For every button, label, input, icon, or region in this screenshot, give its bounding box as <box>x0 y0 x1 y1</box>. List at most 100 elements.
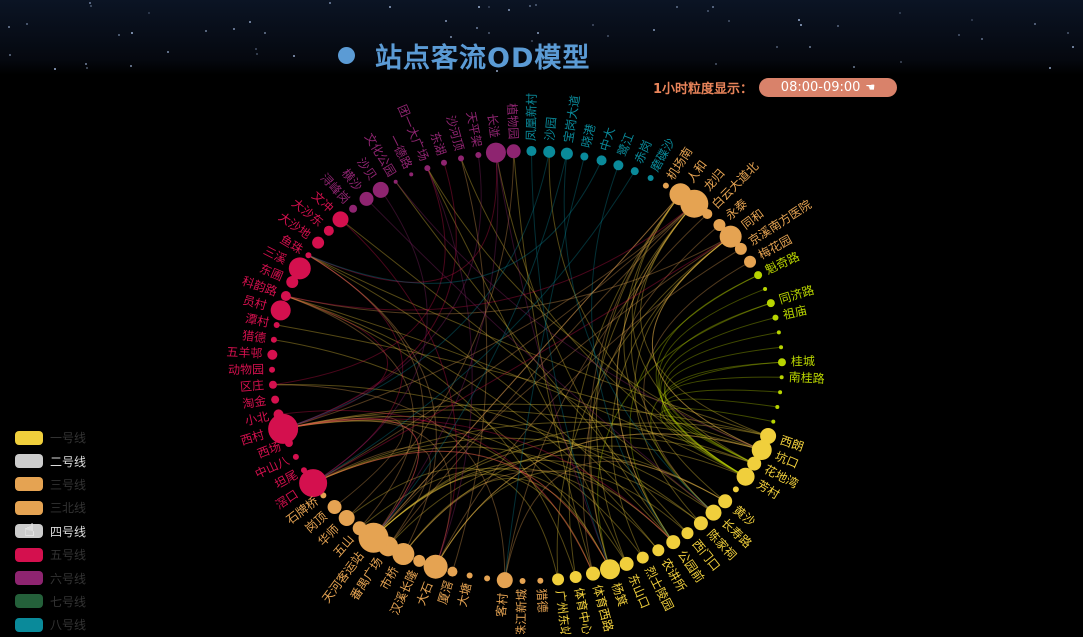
station-node[interactable] <box>580 152 589 161</box>
station-node[interactable] <box>777 358 786 367</box>
station-node[interactable] <box>268 380 277 389</box>
legend-item[interactable]: 四号线 <box>15 520 86 543</box>
station-node[interactable] <box>327 500 342 515</box>
station-node[interactable] <box>496 572 513 589</box>
station-node[interactable] <box>779 345 784 350</box>
station-node[interactable] <box>338 510 355 527</box>
station-node[interactable] <box>526 146 537 157</box>
legend-item[interactable]: 五号线 <box>15 543 86 566</box>
station-node[interactable] <box>744 255 757 268</box>
od-link <box>312 437 726 502</box>
station-node[interactable] <box>312 236 325 249</box>
station-node[interactable] <box>466 572 473 579</box>
station-node[interactable] <box>458 155 465 162</box>
station-node[interactable] <box>271 395 280 404</box>
od-link <box>660 317 776 478</box>
station-node[interactable] <box>747 456 762 471</box>
station-node[interactable] <box>560 147 573 160</box>
station-node[interactable] <box>352 521 367 536</box>
station-node[interactable] <box>681 527 694 540</box>
station-node[interactable] <box>771 419 776 424</box>
station-node[interactable] <box>273 321 280 328</box>
legend-item[interactable]: 六号线 <box>15 566 86 589</box>
station-node[interactable] <box>552 573 565 586</box>
station-node[interactable] <box>718 494 733 509</box>
legend-item[interactable]: 三号线 <box>15 473 86 496</box>
station-node[interactable] <box>270 300 291 321</box>
time-range-dropdown[interactable]: 08:00-09:00 ☚ <box>759 78 898 97</box>
station-node[interactable] <box>732 486 739 493</box>
station-node[interactable] <box>392 543 415 566</box>
station-node[interactable] <box>613 160 624 171</box>
station-node[interactable] <box>506 144 521 159</box>
station-node[interactable] <box>273 409 284 420</box>
station-node[interactable] <box>719 225 742 248</box>
station-node[interactable] <box>647 174 654 181</box>
station-node[interactable] <box>413 554 426 567</box>
station-node[interactable] <box>569 571 582 584</box>
station-node[interactable] <box>300 467 307 474</box>
station-node[interactable] <box>702 208 713 219</box>
legend-item[interactable]: 八号线 <box>15 613 86 636</box>
station-node[interactable] <box>372 181 389 198</box>
station-node[interactable] <box>359 191 374 206</box>
station-node[interactable] <box>349 204 358 213</box>
station-node[interactable] <box>705 504 722 521</box>
station-node[interactable] <box>332 211 349 228</box>
station-node[interactable] <box>484 575 491 582</box>
station-node[interactable] <box>519 577 526 584</box>
station-node[interactable] <box>424 165 431 172</box>
station-node[interactable] <box>537 577 544 584</box>
legend-item[interactable]: 三北线 <box>15 496 86 519</box>
station-node[interactable] <box>734 242 747 255</box>
station-node[interactable] <box>680 189 709 218</box>
station-node[interactable] <box>393 179 398 184</box>
station-node[interactable] <box>779 375 784 380</box>
station-node[interactable] <box>269 366 276 373</box>
station-node[interactable] <box>299 469 328 498</box>
od-link <box>312 450 611 570</box>
station-node[interactable] <box>447 566 458 577</box>
station-node[interactable] <box>292 453 299 460</box>
station-node[interactable] <box>754 271 763 280</box>
station-node[interactable] <box>776 330 781 335</box>
station-node[interactable] <box>662 182 669 189</box>
station-node[interactable] <box>630 167 639 176</box>
station-node[interactable] <box>475 151 482 158</box>
station-node[interactable] <box>409 172 414 177</box>
station-node[interactable] <box>267 349 278 360</box>
station-node[interactable] <box>736 467 755 486</box>
station-node[interactable] <box>543 145 556 158</box>
station-node[interactable] <box>596 155 607 166</box>
station-node[interactable] <box>268 413 299 444</box>
star <box>487 6 490 9</box>
legend-item[interactable]: 一号线 <box>15 426 86 449</box>
station-node[interactable] <box>763 286 768 291</box>
station-node[interactable] <box>288 257 311 280</box>
station-node[interactable] <box>600 559 621 580</box>
station-node[interactable] <box>585 566 600 581</box>
legend-item[interactable]: 二号线 <box>15 449 86 472</box>
station-node[interactable] <box>778 390 783 395</box>
station-node[interactable] <box>619 556 634 571</box>
station-node[interactable] <box>766 299 775 308</box>
legend-item[interactable]: 七号线 <box>15 590 86 613</box>
station-node[interactable] <box>305 252 312 259</box>
station-node[interactable] <box>280 291 291 302</box>
od-link <box>664 376 782 465</box>
station-node[interactable] <box>440 159 447 166</box>
station-node[interactable] <box>270 336 277 343</box>
station-node[interactable] <box>772 314 779 321</box>
station-node[interactable] <box>485 142 506 163</box>
station-node[interactable] <box>636 551 649 564</box>
station-node[interactable] <box>693 516 708 531</box>
station-node[interactable] <box>713 218 726 231</box>
station-node[interactable] <box>760 427 777 444</box>
station-node[interactable] <box>751 440 772 461</box>
station-node[interactable] <box>666 535 681 550</box>
station-node[interactable] <box>286 275 299 288</box>
station-node[interactable] <box>423 554 448 579</box>
station-node[interactable] <box>323 225 334 236</box>
station-node[interactable] <box>775 405 780 410</box>
station-node[interactable] <box>652 544 665 557</box>
